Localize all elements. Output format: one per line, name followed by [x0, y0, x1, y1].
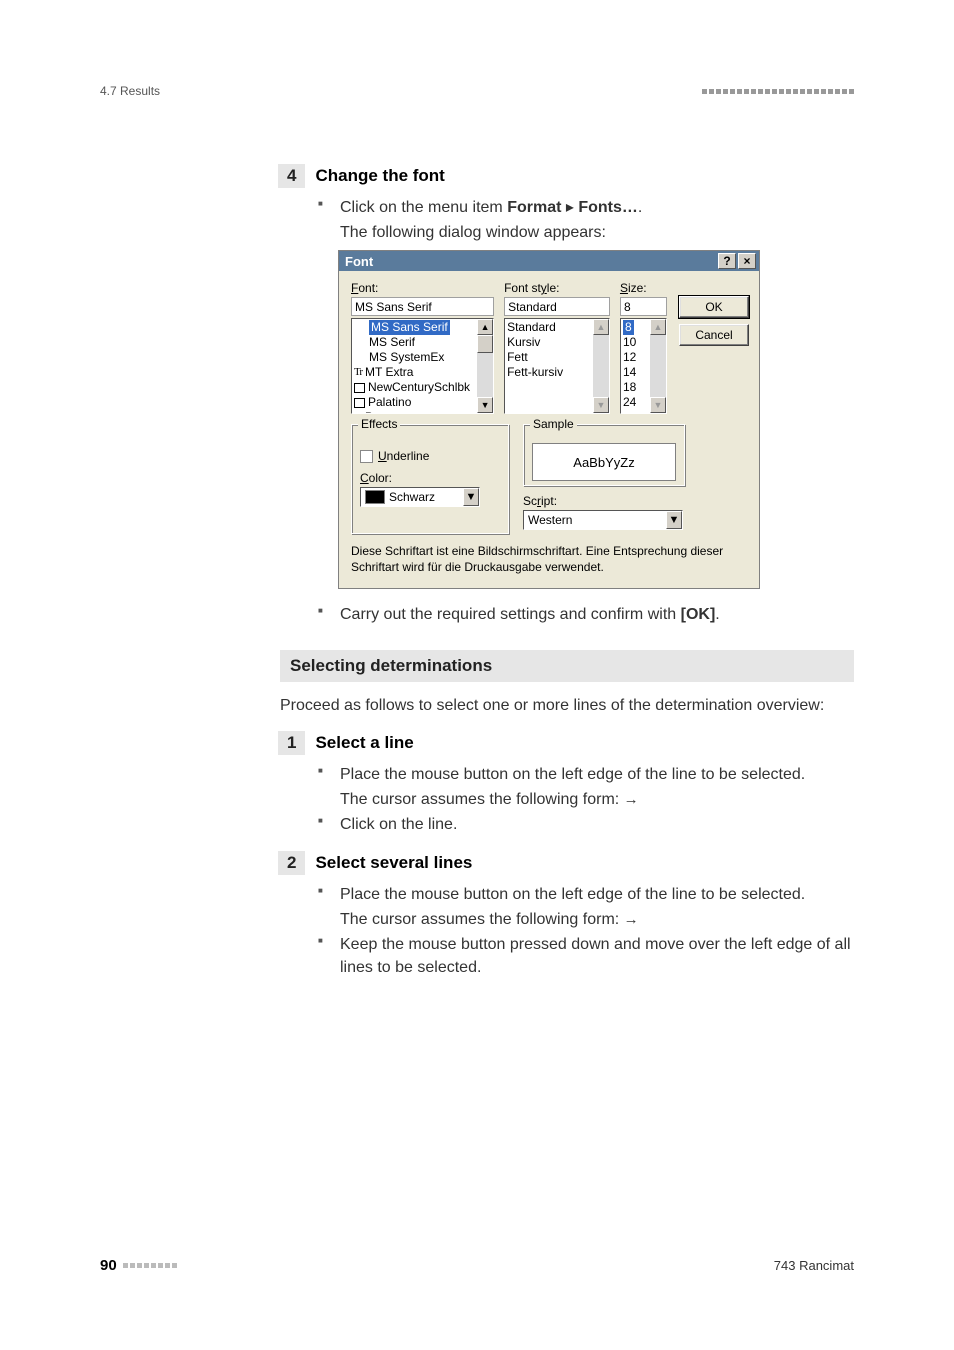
color-swatch	[365, 490, 385, 504]
step-number: 4	[278, 164, 305, 188]
bullet: Keep the mouse button pressed down and m…	[318, 933, 854, 979]
dropdown-icon[interactable]: ▼	[666, 511, 682, 529]
footer-product: 743 Rancimat	[774, 1258, 854, 1273]
checkbox-icon	[360, 450, 373, 463]
subheading-selecting: Selecting determinations	[280, 650, 854, 682]
close-button[interactable]: ×	[738, 253, 756, 269]
step-2-heading: 2 Select several lines	[278, 851, 854, 875]
style-input[interactable]	[504, 297, 610, 316]
color-label: Color:	[360, 471, 500, 485]
menu-fonts: Fonts…	[578, 199, 638, 216]
scrollbar: ▲▼	[593, 319, 609, 413]
text: Carry out the required settings and conf…	[340, 606, 681, 623]
sample-preview: AaBbYyZz	[532, 443, 676, 481]
cancel-button[interactable]: Cancel	[679, 324, 749, 346]
effects-label: Effects	[358, 417, 400, 431]
step-4-heading: 4 Change the font	[278, 164, 854, 188]
arrow-right-icon: →	[624, 909, 639, 931]
font-label: Font:	[351, 281, 494, 295]
menu-format: Format	[507, 199, 561, 216]
bullet: Place the mouse button on the left edge …	[318, 883, 854, 931]
color-value: Schwarz	[389, 490, 463, 504]
step2-bullets: Place the mouse button on the left edge …	[318, 883, 854, 980]
step4-bullets: Click on the menu item Format ▸ Fonts…. …	[318, 196, 854, 244]
sample-label: Sample	[530, 417, 577, 431]
script-combo[interactable]: Western ▼	[523, 510, 683, 530]
arrow-right-icon: →	[624, 789, 639, 811]
step4-after: Carry out the required settings and conf…	[318, 603, 854, 626]
scrollbar: ▲▼	[650, 319, 666, 413]
underline-checkbox[interactable]: Underline	[360, 449, 500, 463]
text: .	[638, 199, 642, 216]
scroll-down[interactable]: ▼	[477, 397, 493, 413]
bullet: Click on the line.	[318, 813, 854, 836]
intro-para: Proceed as follows to select one or more…	[280, 694, 854, 717]
script-value: Western	[524, 513, 666, 527]
page-header: 4.7 Results	[100, 84, 854, 98]
font-list[interactable]: MS Sans SerifMS SerifMS SystemExTrMT Ext…	[351, 318, 494, 414]
page-footer: 90 743 Rancimat	[100, 1257, 854, 1274]
dropdown-icon[interactable]: ▼	[463, 488, 479, 506]
dialog-info-text: Diese Schriftart ist eine Bildschirmschr…	[351, 544, 749, 575]
ok-ref: [OK]	[681, 606, 716, 623]
size-list[interactable]: 81012141824 ▲▼	[620, 318, 667, 414]
step-title: Select a line	[315, 733, 413, 753]
text: The following dialog window appears:	[340, 221, 854, 244]
text: Click on the menu item	[340, 199, 507, 216]
effects-group: Effects Underline Color: Schwarz ▼	[351, 424, 509, 534]
header-dashes	[702, 89, 854, 94]
dialog-title: Font	[345, 254, 373, 269]
size-input[interactable]	[620, 297, 667, 316]
scroll-up[interactable]: ▲	[477, 319, 493, 335]
footer-dashes	[123, 1263, 177, 1268]
size-label: Size:	[620, 281, 667, 295]
header-left: 4.7 Results	[100, 84, 160, 98]
scrollbar[interactable]: ▲ ▼	[477, 319, 493, 413]
script-label: Script:	[523, 494, 695, 508]
style-label: Font style:	[504, 281, 610, 295]
ok-button[interactable]: OK	[679, 296, 749, 318]
sample-group: Sample AaBbYyZz	[523, 424, 685, 486]
help-button[interactable]: ?	[718, 253, 736, 269]
bullet: Place the mouse button on the left edge …	[318, 763, 854, 811]
step-number: 1	[278, 731, 305, 755]
style-list[interactable]: StandardKursivFettFett-kursiv ▲▼	[504, 318, 610, 414]
step1-bullets: Place the mouse button on the left edge …	[318, 763, 854, 837]
text: .	[715, 606, 719, 623]
dialog-titlebar: Font ? ×	[339, 251, 759, 271]
step-title: Select several lines	[315, 853, 472, 873]
bullet: Carry out the required settings and conf…	[318, 603, 854, 626]
step-title: Change the font	[315, 166, 444, 186]
bullet: Click on the menu item Format ▸ Fonts…. …	[318, 196, 854, 244]
page-number: 90	[100, 1257, 117, 1274]
step-number: 2	[278, 851, 305, 875]
font-input[interactable]	[351, 297, 494, 316]
font-dialog: Font ? × Font: MS Sans SerifMS SerifMS S…	[338, 250, 760, 588]
step-1-heading: 1 Select a line	[278, 731, 854, 755]
color-combo[interactable]: Schwarz ▼	[360, 487, 480, 507]
text: ▸	[561, 199, 578, 216]
